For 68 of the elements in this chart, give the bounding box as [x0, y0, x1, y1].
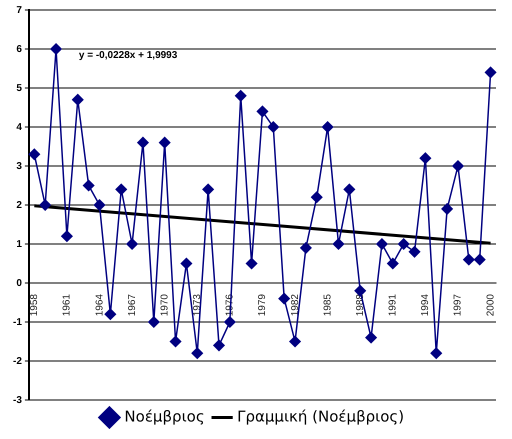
y-tick-label: 2 [16, 200, 22, 211]
point [148, 316, 160, 328]
point [213, 340, 225, 352]
x-tick-label: 2000 [485, 294, 496, 316]
y-tick-label: 0 [16, 278, 22, 289]
point [39, 199, 51, 211]
point [180, 258, 192, 270]
point [115, 184, 127, 196]
point [94, 199, 106, 211]
y-tick-label: 5 [16, 82, 22, 94]
x-tick-label: 1985 [322, 294, 334, 316]
y-tick-label: 7 [16, 4, 22, 16]
x-tick-label: 1970 [159, 294, 170, 316]
point [61, 230, 73, 242]
y-tick-label: -2 [12, 356, 22, 367]
x-tick-label: 1967 [126, 294, 138, 316]
point [202, 184, 214, 196]
point [104, 308, 116, 320]
x-tick-label: 1961 [62, 294, 73, 316]
point [441, 203, 453, 215]
y-tick-label: -3 [12, 394, 22, 406]
point [332, 238, 344, 250]
x-tick-label: 1997 [452, 294, 464, 316]
x-tick-label: 1991 [388, 294, 399, 316]
point [463, 254, 475, 266]
point [246, 258, 258, 270]
point [170, 336, 182, 348]
point [300, 242, 312, 254]
point [158, 136, 170, 148]
point [28, 148, 40, 160]
point [398, 238, 410, 250]
x-tick-label: 1979 [257, 294, 268, 316]
y-tick-label: 3 [16, 160, 22, 172]
point [311, 191, 323, 203]
point [268, 121, 280, 133]
point [278, 292, 290, 304]
point [408, 246, 420, 258]
point [256, 106, 268, 118]
point [234, 90, 246, 102]
y-tick-label: 1 [16, 238, 22, 250]
point [224, 316, 236, 328]
point [452, 160, 464, 172]
point [376, 238, 388, 250]
point [50, 43, 62, 55]
point [430, 347, 442, 359]
legend-label: Γραμμική (Νοέμβριος) [237, 407, 404, 426]
x-tick-label: 1982 [290, 294, 301, 316]
legend-label: Νοέμβριος [124, 407, 205, 426]
y-tick-label: 6 [16, 44, 22, 55]
point [192, 347, 204, 359]
annotation: y = -0,0228x + 1,9993 [78, 50, 178, 61]
point [474, 254, 486, 266]
point [344, 184, 356, 196]
point [72, 94, 84, 106]
x-tick-label: 1964 [94, 294, 106, 316]
point [289, 336, 301, 348]
point [420, 152, 432, 164]
point [387, 258, 399, 270]
y-tick-label: 4 [16, 122, 22, 133]
point [484, 66, 496, 78]
point [365, 332, 377, 344]
y-tick-label: -1 [12, 316, 22, 328]
point [126, 238, 138, 250]
x-tick-label: 1958 [29, 294, 40, 316]
x-tick-label: 1994 [420, 294, 432, 316]
point [82, 180, 94, 192]
point [322, 121, 334, 133]
point [137, 136, 149, 148]
